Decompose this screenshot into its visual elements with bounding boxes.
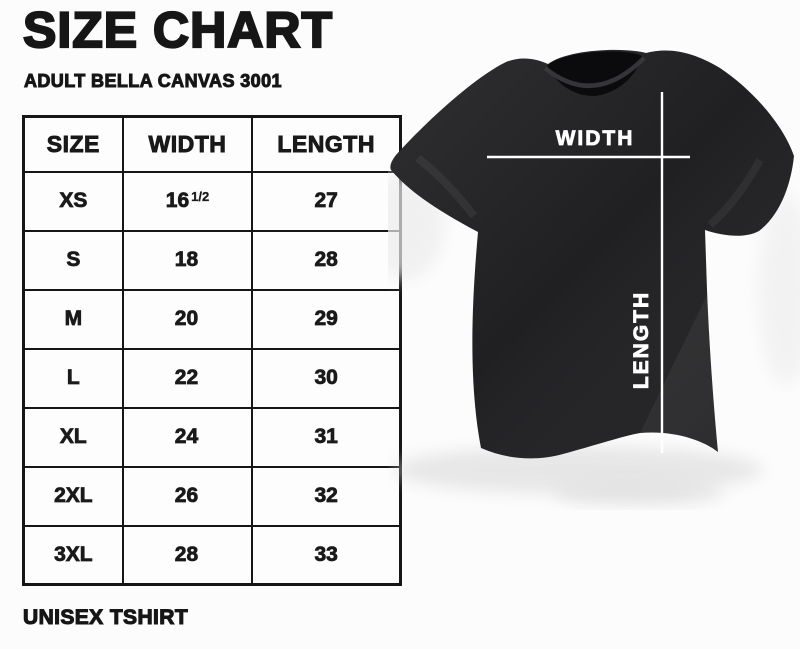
table-row: 3XL 28 33 <box>22 524 402 586</box>
shirt-shadow <box>758 195 800 385</box>
page-title: SIZE CHART <box>22 1 333 59</box>
table-row: XL 24 31 <box>22 406 402 468</box>
width-cell: 18 <box>121 229 254 291</box>
shirt-shadow <box>553 479 723 505</box>
size-cell: 2XL <box>22 465 124 527</box>
table-row: S 18 28 <box>22 229 402 291</box>
collar-rim <box>543 56 646 88</box>
size-table: SIZE WIDTH LENGTH XS 16 1/2 27 S 18 28 M … <box>22 115 402 586</box>
length-cell: 30 <box>251 347 402 409</box>
length-cell: 33 <box>251 524 402 586</box>
width-cell: 24 <box>121 406 254 468</box>
hem-fold-highlight <box>640 295 718 452</box>
size-table-header-row: SIZE WIDTH LENGTH <box>22 115 402 173</box>
length-cell: 32 <box>251 465 402 527</box>
size-cell: S <box>22 229 124 291</box>
size-cell: M <box>22 288 124 350</box>
length-measure-label: LENGTH <box>630 291 653 389</box>
width-cell: 26 <box>121 465 254 527</box>
tshirt-graphic: WIDTH LENGTH <box>388 40 800 510</box>
size-cell: L <box>22 347 124 409</box>
column-header-width: WIDTH <box>121 115 254 173</box>
width-measure-label: WIDTH <box>556 127 635 150</box>
sleeve-crease <box>415 154 478 219</box>
column-header-size: SIZE <box>22 115 124 173</box>
width-cell: 28 <box>121 524 254 586</box>
table-row: XS 16 1/2 27 <box>22 170 402 232</box>
length-cell: 28 <box>251 229 402 291</box>
width-cell: 22 <box>121 347 254 409</box>
width-fraction: 1/2 <box>191 189 210 204</box>
length-cell: 27 <box>251 170 402 232</box>
size-cell: XL <box>22 406 124 468</box>
table-row: L 22 30 <box>22 347 402 409</box>
table-row: 2XL 26 32 <box>22 465 402 527</box>
product-subtitle: ADULT BELLA CANVAS 3001 <box>24 71 283 92</box>
size-cell: 3XL <box>22 524 124 586</box>
length-cell: 31 <box>251 406 402 468</box>
tshirt-shading <box>390 49 794 459</box>
tshirt-svg: WIDTH LENGTH <box>388 49 800 505</box>
length-cell: 29 <box>251 288 402 350</box>
column-header-length: LENGTH <box>251 115 402 173</box>
table-row: M 20 29 <box>22 288 402 350</box>
size-cell: XS <box>22 170 124 232</box>
sleeve-crease <box>707 158 764 228</box>
width-cell: 16 1/2 <box>121 170 254 232</box>
width-cell: 20 <box>121 288 254 350</box>
unisex-label: UNISEX TSHIRT <box>22 605 189 629</box>
